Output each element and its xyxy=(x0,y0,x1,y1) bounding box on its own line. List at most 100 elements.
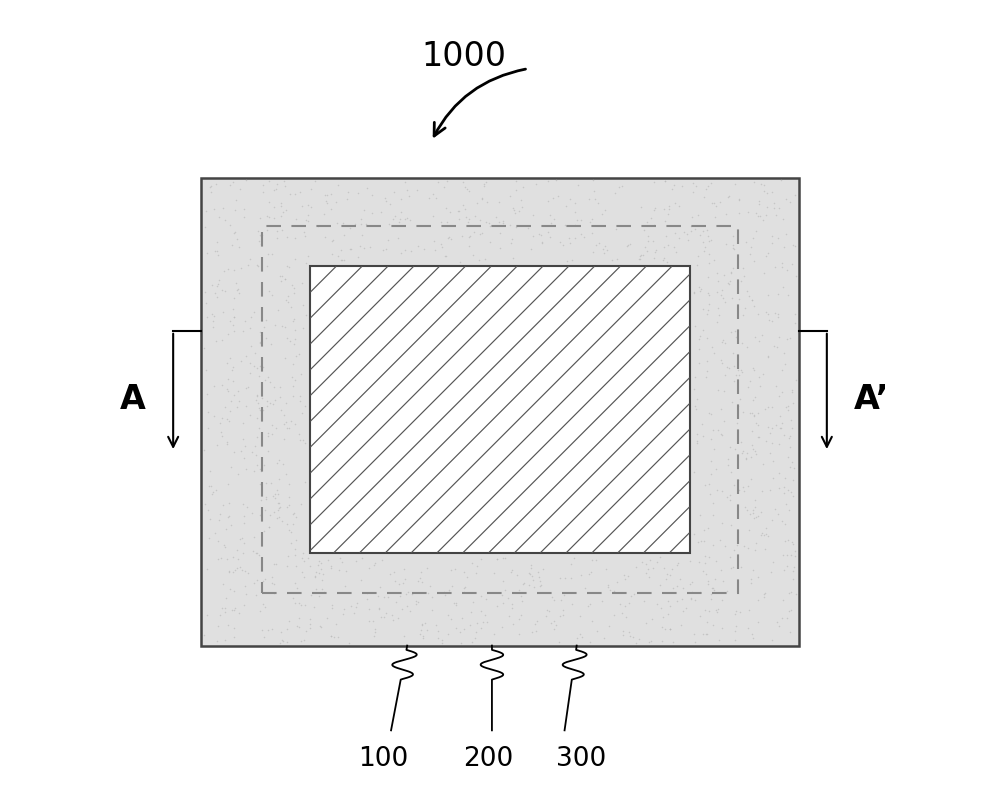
Point xyxy=(588,553,604,566)
Point xyxy=(422,579,438,592)
Point xyxy=(482,235,498,248)
Point xyxy=(206,380,222,393)
Point xyxy=(756,590,772,603)
Point xyxy=(467,631,483,644)
Point xyxy=(567,231,583,244)
Point xyxy=(764,436,780,449)
Point xyxy=(647,201,663,214)
Point xyxy=(264,247,280,260)
Point xyxy=(240,380,256,393)
Point xyxy=(255,404,271,416)
Point xyxy=(390,612,406,625)
Point xyxy=(246,531,262,544)
Point xyxy=(269,483,285,496)
Point xyxy=(267,491,283,504)
Point xyxy=(723,562,739,575)
Point xyxy=(701,478,717,491)
Point xyxy=(272,637,288,650)
Point xyxy=(197,220,213,233)
Point xyxy=(374,554,390,567)
Point xyxy=(770,310,786,323)
Point xyxy=(756,529,772,542)
Point xyxy=(759,201,775,214)
Point xyxy=(751,370,767,383)
Point xyxy=(202,512,218,525)
Point xyxy=(657,174,673,187)
Point xyxy=(782,429,798,442)
Point xyxy=(443,232,459,245)
Point xyxy=(234,532,250,545)
Point xyxy=(764,315,780,328)
Point xyxy=(261,284,277,297)
Point xyxy=(215,578,231,591)
Point xyxy=(216,538,232,551)
Point xyxy=(759,186,775,199)
Point xyxy=(760,349,776,362)
Point xyxy=(780,450,796,463)
Point xyxy=(542,230,558,243)
Point xyxy=(417,617,433,629)
Point xyxy=(444,579,460,592)
Point xyxy=(233,355,249,368)
Point xyxy=(631,633,647,646)
Point xyxy=(331,563,347,576)
Point xyxy=(757,587,773,600)
Point xyxy=(401,189,417,202)
Point xyxy=(757,402,773,415)
Point xyxy=(697,240,713,253)
Point xyxy=(497,552,513,565)
Point xyxy=(747,544,763,557)
Point xyxy=(212,608,228,621)
Point xyxy=(703,588,719,601)
Point xyxy=(686,465,702,478)
Text: A’: A’ xyxy=(854,383,889,416)
Point xyxy=(750,308,766,321)
Point xyxy=(247,440,263,453)
Point xyxy=(747,331,763,344)
Point xyxy=(704,196,720,209)
Point xyxy=(508,183,524,196)
Point xyxy=(291,596,307,609)
Point xyxy=(567,219,583,232)
Point xyxy=(513,608,529,621)
Point xyxy=(641,571,657,583)
Point xyxy=(753,505,769,518)
Point xyxy=(710,424,726,437)
Point xyxy=(259,209,275,222)
Point xyxy=(272,390,288,403)
Point xyxy=(709,266,725,279)
Point xyxy=(786,560,802,573)
Point xyxy=(740,621,756,634)
Point xyxy=(458,211,474,224)
Point xyxy=(270,496,286,509)
Point xyxy=(683,220,699,232)
Point xyxy=(288,349,304,362)
Point xyxy=(397,243,413,256)
Point xyxy=(249,362,265,374)
Point xyxy=(441,230,457,243)
Point xyxy=(214,333,230,346)
Point xyxy=(198,204,214,217)
Point xyxy=(227,602,243,615)
Point xyxy=(413,566,429,579)
Point xyxy=(750,593,766,606)
Point xyxy=(787,545,803,558)
Point xyxy=(298,625,314,638)
Point xyxy=(617,573,633,586)
Point xyxy=(387,575,403,587)
Point xyxy=(698,371,714,384)
Point xyxy=(260,247,276,260)
Point xyxy=(215,499,231,512)
Point xyxy=(286,338,302,351)
Point xyxy=(250,260,266,273)
Point xyxy=(734,366,750,378)
Point xyxy=(282,187,298,200)
Point xyxy=(660,238,676,251)
Point xyxy=(396,629,412,642)
Point xyxy=(746,363,762,376)
Point xyxy=(738,235,754,248)
Point xyxy=(566,551,582,564)
Point xyxy=(313,562,329,575)
Point xyxy=(247,346,263,359)
Point xyxy=(767,502,783,515)
